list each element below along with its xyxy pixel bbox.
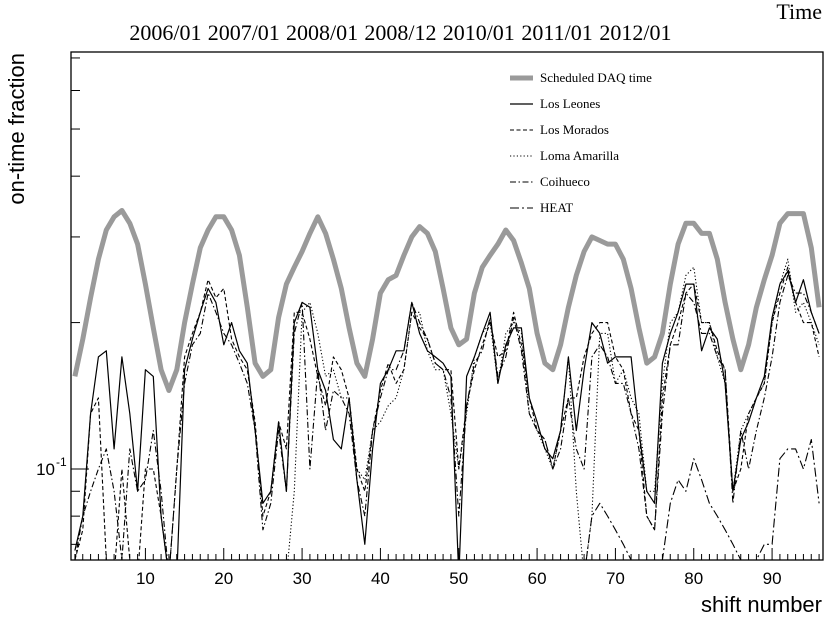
y-tick-label-exponent: -1 bbox=[56, 455, 67, 469]
series-line-scheduled-daq-time bbox=[72, 208, 822, 393]
x-tick-label: 90 bbox=[763, 569, 782, 588]
x-tick-label: 80 bbox=[684, 569, 703, 588]
y-axis-title: on-time fraction bbox=[4, 53, 29, 205]
series-line-heat bbox=[585, 438, 820, 560]
plot-axes bbox=[70, 51, 824, 561]
legend-label: Loma Amarilla bbox=[540, 148, 619, 163]
top-time-label: 2012/01 bbox=[599, 20, 671, 45]
top-time-label: 2010/01 bbox=[443, 20, 515, 45]
legend-label: HEAT bbox=[540, 200, 573, 215]
series-layer bbox=[72, 208, 822, 560]
top-time-label: 2007/01 bbox=[208, 20, 280, 45]
series-line-coihueco bbox=[74, 274, 820, 560]
x-axis-title: shift number bbox=[701, 592, 822, 617]
legend-label: Los Leones bbox=[540, 96, 600, 111]
y-tick-label: 10 bbox=[36, 460, 55, 479]
top-time-label: 2006/01 bbox=[129, 20, 201, 45]
x-tick-label: 20 bbox=[214, 569, 233, 588]
x-tick-label: 10 bbox=[136, 569, 155, 588]
top-time-label: 2011/01 bbox=[521, 20, 592, 45]
x-tick-label: 50 bbox=[449, 569, 468, 588]
top-axis-title: Time bbox=[776, 0, 822, 24]
legend-label: Coihueco bbox=[540, 174, 590, 189]
plot-frame bbox=[70, 51, 824, 561]
top-time-label: 2008/12 bbox=[364, 20, 436, 45]
legend: Scheduled DAQ time Los Leones Los Morados L… bbox=[510, 70, 652, 215]
top-time-label: 2008/01 bbox=[286, 20, 358, 45]
x-tick-label: 60 bbox=[528, 569, 547, 588]
x-tick-label: 40 bbox=[371, 569, 390, 588]
x-tick-label: 30 bbox=[293, 569, 312, 588]
x-tick-label: 70 bbox=[606, 569, 625, 588]
series-line-los-morados bbox=[74, 266, 820, 560]
legend-label: Scheduled DAQ time bbox=[540, 70, 652, 85]
legend-label: Los Morados bbox=[540, 122, 609, 137]
